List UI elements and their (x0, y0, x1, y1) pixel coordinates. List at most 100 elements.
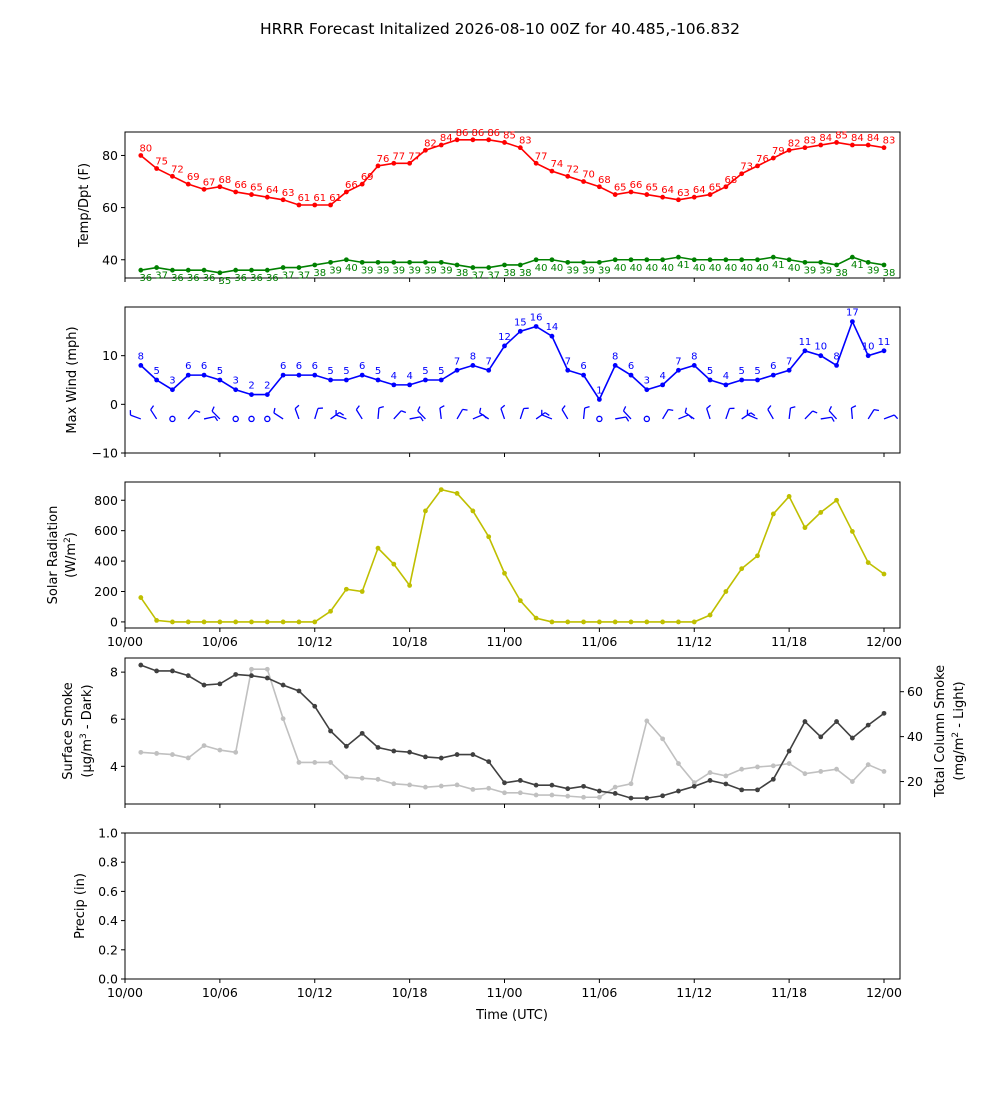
wind-data-label: 8 (470, 351, 476, 362)
temperature-point (676, 197, 681, 203)
temp-data-label: 84 (440, 133, 453, 144)
wind-data-label: 5 (422, 366, 428, 377)
wind-barb-calm (596, 415, 603, 423)
wind-barb (417, 410, 426, 420)
wind-barb-flag (812, 410, 818, 414)
dewpoint-data-label: 40 (725, 263, 738, 274)
x-tick-label: 10/12 (297, 634, 333, 649)
temperature-point (802, 145, 808, 151)
solar-point (786, 494, 792, 499)
dewpoint-point (770, 254, 776, 260)
wind-point (881, 348, 887, 354)
column-smoke-point (423, 784, 428, 790)
column-smoke-point (612, 784, 618, 790)
solar-radiation-panel: 10/00 10/06 10/12 10/18 11/00 11/06 11/12 11/18… (46, 481, 902, 649)
temp-data-label: 69 (187, 172, 200, 183)
temperature-point (170, 173, 175, 179)
solar-point (502, 570, 507, 576)
y-tick-label: 0.2 (98, 942, 118, 957)
wind-point (264, 392, 270, 397)
temperature-point (454, 137, 460, 143)
solar-point (644, 619, 650, 625)
dewpoint-point (628, 257, 634, 263)
y-tick-label: 60 (102, 200, 118, 215)
panel-frame (124, 657, 901, 805)
dewpoint-point (185, 267, 191, 273)
wind-barb-flag (622, 406, 627, 412)
temp-data-label: 65 (614, 183, 627, 194)
column-smoke-point (438, 783, 444, 789)
dewpoint-data-label: 39 (408, 265, 421, 276)
dewpoint-point (818, 259, 824, 265)
x-tick-label: 11/12 (676, 985, 712, 1000)
column-smoke-point (249, 666, 254, 672)
wind-barb (623, 410, 632, 420)
wind-point (217, 377, 223, 383)
y-tick-label-right: 40 (907, 729, 923, 744)
temp-data-label: 68 (725, 175, 738, 186)
wind-point (818, 353, 824, 359)
solar-point (423, 508, 428, 514)
wind-barb-flag (273, 407, 276, 414)
column-smoke-point (517, 790, 523, 796)
dewpoint-point (486, 265, 492, 270)
wind-point (470, 363, 476, 368)
temp-data-label: 69 (361, 172, 374, 183)
y-tick-label: 400 (94, 554, 118, 569)
wind-barb-calm (169, 415, 176, 423)
y-tick-label: 80 (102, 148, 118, 163)
solar-point (343, 586, 349, 592)
wind-barb (741, 412, 752, 420)
surface-smoke-point (486, 759, 492, 765)
dewpoint-point (407, 259, 413, 265)
solar-point (470, 508, 476, 514)
dewpoint-point (565, 259, 571, 265)
wind-barb-flag (544, 412, 550, 416)
surface-smoke-point (328, 728, 333, 734)
wind-barb-flag (851, 405, 857, 409)
wind-point (502, 343, 507, 349)
y-tick-label: 0.4 (98, 913, 118, 928)
wind-barb-flag (150, 405, 155, 411)
wind-barb-flag (831, 416, 835, 422)
dewpoint-data-label: 39 (582, 265, 595, 276)
column-smoke-point (644, 718, 650, 724)
wind-barb-flag (195, 410, 201, 413)
dewpoint-data-label: 40 (551, 263, 564, 274)
wind-data-label: 7 (565, 356, 571, 367)
surface-smoke-point (628, 795, 634, 801)
wind-point (723, 382, 729, 388)
solar-point (660, 619, 666, 625)
y-axis-label-left: Surface Smoke (61, 682, 76, 780)
dewpoint-data-label: 39 (440, 265, 453, 276)
wind-data-label: 5 (153, 366, 159, 377)
y-tick-label: 6 (110, 712, 118, 727)
wind-data-label: 6 (296, 361, 302, 372)
column-smoke-point (834, 766, 839, 772)
x-tick-label: 11/06 (581, 985, 617, 1000)
wind-data-label: 6 (280, 361, 286, 372)
solar-point (596, 619, 602, 625)
wind-barb-flag (584, 406, 590, 409)
wind-data-label: 11 (799, 337, 812, 348)
wind-barb (355, 409, 363, 420)
solar-point (676, 619, 681, 625)
column-smoke-point (849, 779, 855, 784)
dewpoint-data-label: 40 (756, 263, 769, 274)
temperature-point (755, 163, 760, 169)
wind-point (834, 363, 839, 368)
solar-point (391, 561, 397, 567)
wind-data-label: 5 (375, 366, 381, 377)
wind-point (328, 377, 333, 383)
dewpoint-data-label: 38 (519, 268, 532, 279)
surface-smoke-point (217, 681, 223, 687)
temp-data-label: 85 (503, 130, 516, 141)
temperature-point (138, 153, 144, 158)
wind-point (628, 372, 634, 378)
temperature-point (818, 142, 824, 148)
temperature-point (502, 140, 507, 145)
y-tick-label: 600 (94, 523, 118, 538)
dewpoint-data-label: 40 (661, 263, 674, 274)
x-tick-label: 11/18 (771, 985, 807, 1000)
dewpoint-data-label: 38 (883, 268, 896, 279)
